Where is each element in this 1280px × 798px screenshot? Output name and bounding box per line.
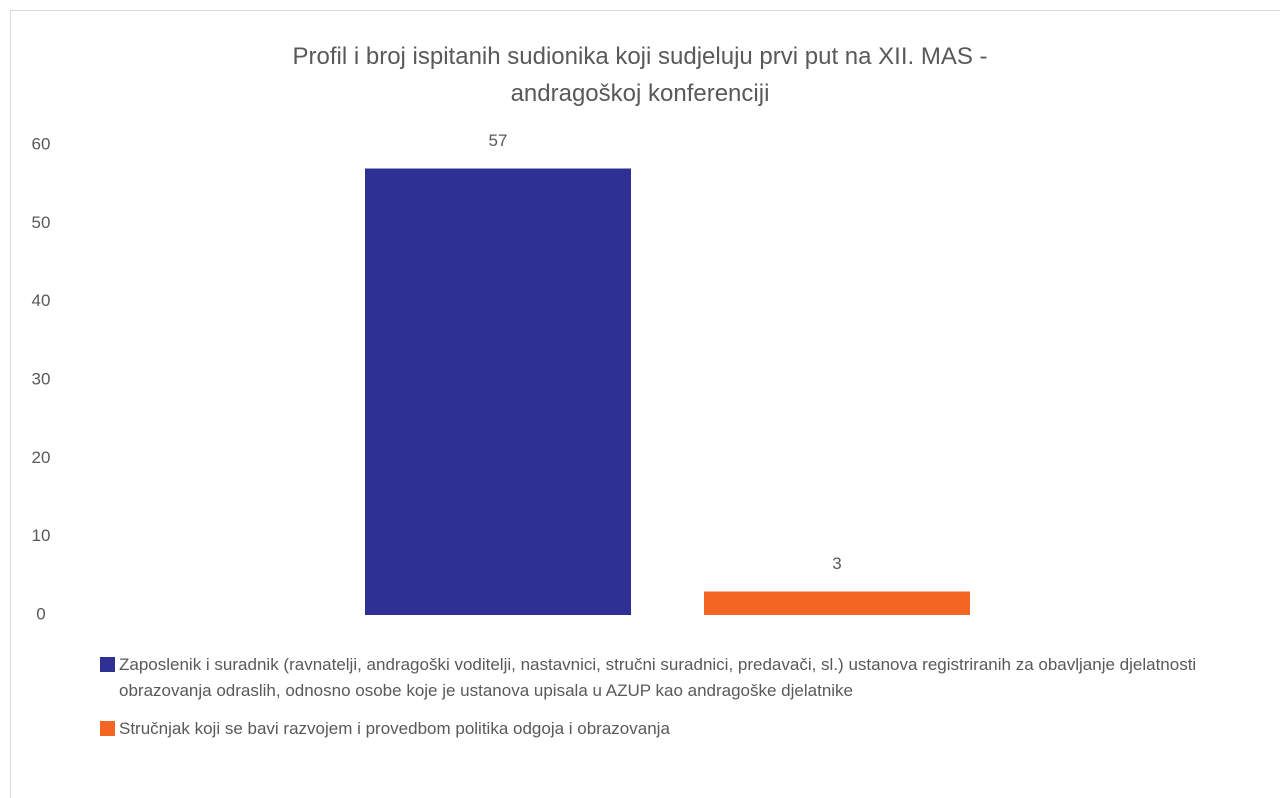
legend-label: Zaposlenik i suradnik (ravnatelji, andra…: [119, 655, 1197, 700]
legend-swatch: [100, 721, 115, 736]
data-label: 3: [832, 554, 841, 573]
chart-border: [10, 10, 1280, 798]
legend-item: Stručnjak koji se bavi razvojem i proved…: [100, 716, 1210, 742]
legend-label: Stručnjak koji se bavi razvojem i proved…: [119, 719, 670, 738]
chart-title: Profil i broj ispitanih sudionika koji s…: [292, 43, 988, 107]
y-tick-label: 20: [32, 448, 51, 467]
legend-item: Zaposlenik i suradnik (ravnatelji, andra…: [100, 652, 1210, 704]
bar: [365, 168, 631, 615]
legend-swatch: [100, 657, 115, 672]
y-tick-label: 40: [32, 291, 51, 310]
y-tick-label: 50: [32, 213, 51, 232]
y-tick-label: 60: [32, 134, 51, 153]
y-tick-label: 10: [32, 526, 51, 545]
bar: [704, 591, 970, 615]
y-tick-label: 0: [36, 604, 45, 623]
data-label: 57: [489, 131, 508, 150]
y-tick-label: 30: [32, 369, 51, 388]
legend: Zaposlenik i suradnik (ravnatelji, andra…: [100, 652, 1210, 754]
